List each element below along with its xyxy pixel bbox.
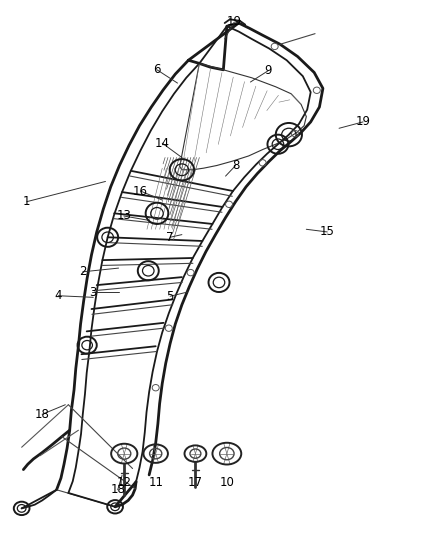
Text: 14: 14 (155, 136, 170, 150)
Text: 12: 12 (117, 476, 132, 489)
Text: 18: 18 (110, 483, 125, 496)
Text: 7: 7 (166, 231, 174, 244)
Text: 17: 17 (188, 476, 203, 489)
Text: 4: 4 (55, 289, 62, 302)
Text: 3: 3 (89, 286, 96, 298)
Text: 5: 5 (166, 290, 174, 303)
Text: 10: 10 (219, 476, 234, 489)
Text: 19: 19 (227, 15, 242, 28)
Text: 2: 2 (79, 265, 87, 278)
Text: 16: 16 (133, 184, 148, 198)
Text: 15: 15 (320, 225, 335, 238)
Text: 11: 11 (148, 476, 163, 489)
Text: 13: 13 (117, 209, 131, 222)
Text: 9: 9 (264, 64, 272, 77)
Text: 18: 18 (35, 408, 49, 421)
Text: 1: 1 (23, 195, 31, 208)
Text: 6: 6 (153, 63, 161, 76)
Text: 8: 8 (232, 159, 239, 172)
Text: 19: 19 (356, 116, 371, 128)
